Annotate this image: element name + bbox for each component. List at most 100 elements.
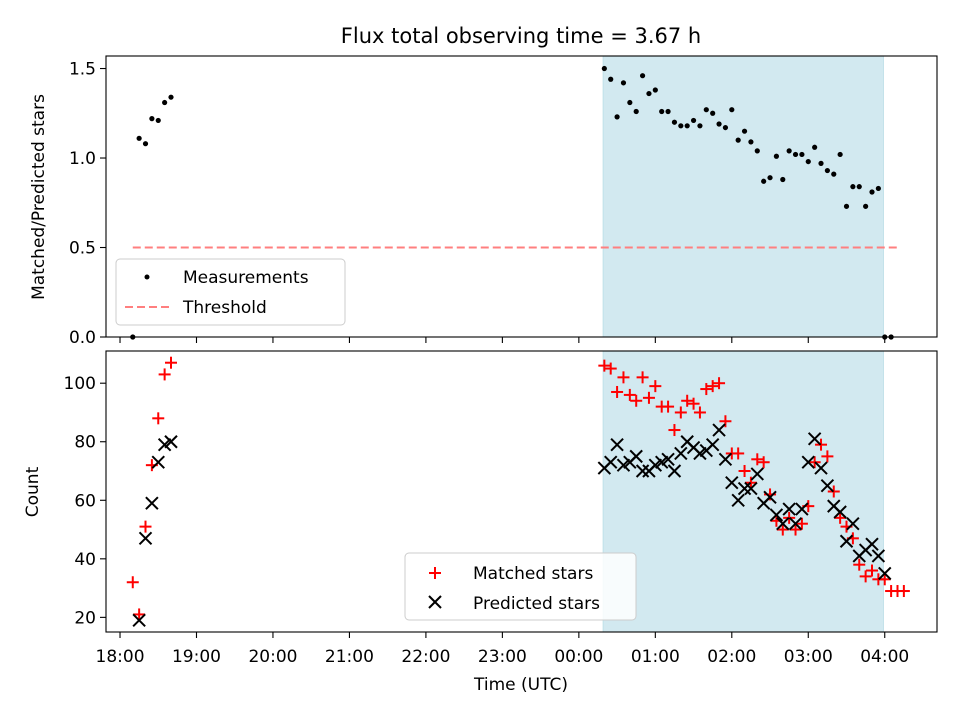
measurement-point — [671, 119, 678, 125]
matched-star-point — [126, 576, 139, 589]
measurement-point — [149, 116, 155, 122]
predicted-star-point — [731, 493, 745, 507]
measurement-point — [168, 94, 174, 100]
bottom-y-tick-label: 100 — [64, 374, 96, 394]
bottom-y-axis-label: Count — [23, 466, 43, 517]
legend-predicted-label: Predicted stars — [473, 594, 600, 614]
measurement-point — [875, 185, 881, 192]
top-y-axis: 0.0 0.5 1.0 1.5 — [69, 60, 106, 348]
matched-star-point — [713, 377, 726, 390]
measurement-point — [818, 160, 824, 166]
measurement-point — [608, 76, 614, 82]
predicted-star-point — [807, 432, 822, 446]
matched-star-point — [757, 456, 770, 469]
count-points — [126, 356, 910, 627]
measurement-point — [856, 184, 862, 190]
matched-star-point — [751, 453, 764, 466]
measurement-point — [863, 203, 869, 209]
predicted-star-point — [610, 437, 624, 452]
top-legend: Measurements Threshold — [115, 258, 346, 326]
measurement-point — [843, 203, 850, 209]
measurement-point — [614, 114, 620, 120]
x-tick-label: 18:00 — [96, 647, 145, 667]
predicted-star-point — [763, 490, 777, 505]
x-tick-label: 01:00 — [631, 647, 680, 667]
predicted-star-point — [788, 516, 803, 531]
measurement-point — [761, 178, 767, 184]
top-shaded-region — [602, 55, 884, 338]
predicted-star-point — [145, 496, 159, 510]
bottom-y-tick-label: 80 — [74, 433, 96, 453]
bottom-y-tick-label: 20 — [74, 608, 96, 628]
matched-star-point — [808, 456, 821, 469]
predicted-star-point — [138, 531, 153, 546]
measurement-point — [620, 80, 627, 86]
bottom-axes-frame — [105, 350, 938, 633]
predicted-star-point — [718, 452, 733, 467]
predicted-star-point — [712, 423, 726, 437]
matched-star-point — [611, 385, 624, 398]
top-y-tick-label: 1.5 — [69, 60, 96, 80]
measurement-point — [710, 110, 716, 116]
matched-star-point — [719, 415, 732, 428]
top-x-tick-marks — [119, 337, 886, 343]
measurement-point — [741, 128, 748, 134]
x-tick-label: 00:00 — [554, 647, 603, 667]
predicted-star-point — [782, 502, 796, 516]
legend-measurements-marker — [144, 274, 150, 280]
matched-star-point — [693, 406, 706, 419]
matched-star-point — [158, 368, 171, 381]
matched-star-point — [139, 520, 152, 533]
measurement-point — [754, 148, 760, 154]
measurement-point — [684, 123, 690, 129]
predicted-star-point — [833, 505, 847, 519]
predicted-star-point — [737, 481, 752, 496]
measurement-point — [665, 108, 671, 115]
predicted-star-point — [878, 566, 892, 581]
matched-star-point — [795, 517, 808, 530]
measurement-point — [850, 184, 856, 190]
x-tick-label: 04:00 — [860, 647, 909, 667]
top-y-tick-label: 0.5 — [69, 239, 96, 259]
measurement-point — [805, 158, 811, 165]
matched-star-point — [776, 523, 789, 536]
matched-star-point — [853, 558, 866, 571]
top-legend-box — [115, 258, 346, 326]
bottom-y-axis: 20 40 60 80 100 — [64, 374, 106, 628]
matched-star-point — [165, 356, 178, 369]
predicted-star-point — [776, 516, 790, 531]
matched-star-point — [630, 394, 643, 407]
bottom-panel: 20 40 60 80 100 18:00 19:00 20:00 21:00 22:00 23:… — [23, 350, 938, 695]
measurement-point — [136, 135, 142, 141]
top-y-tick-label: 0.0 — [69, 328, 96, 348]
predicted-star-point — [865, 537, 879, 551]
top-panel: 0.0 0.5 1.0 1.5 Matched/Predicted stars Mea… — [29, 55, 938, 348]
predicted-star-point — [839, 534, 854, 548]
measurement-point — [831, 171, 837, 177]
matched-star-point — [865, 564, 878, 577]
x-tick-label: 03:00 — [784, 647, 833, 667]
bottom-y-tick-label: 60 — [74, 491, 96, 511]
predicted-star-point — [769, 508, 784, 522]
predicted-star-point — [744, 481, 758, 496]
matched-star-point — [662, 400, 675, 413]
predicted-star-point — [820, 478, 835, 493]
legend-predicted-marker — [428, 595, 442, 609]
measurement-point — [646, 90, 652, 97]
predicted-star-point — [164, 435, 178, 449]
measurement-point — [722, 124, 729, 131]
predicted-star-point — [871, 549, 886, 563]
matched-star-point — [700, 383, 713, 396]
predicted-star-point — [750, 467, 764, 481]
predicted-star-point — [814, 461, 828, 475]
measurement-point — [162, 99, 168, 106]
top-y-axis-label: Matched/Predicted stars — [29, 94, 49, 300]
measurement-point — [824, 167, 830, 174]
matched-star-point — [783, 511, 796, 524]
matched-star-point — [732, 447, 745, 460]
measurement-point — [155, 117, 161, 124]
bottom-y-tick-label: 40 — [74, 550, 96, 570]
measurement-point — [639, 73, 646, 79]
matched-star-point — [604, 362, 617, 375]
